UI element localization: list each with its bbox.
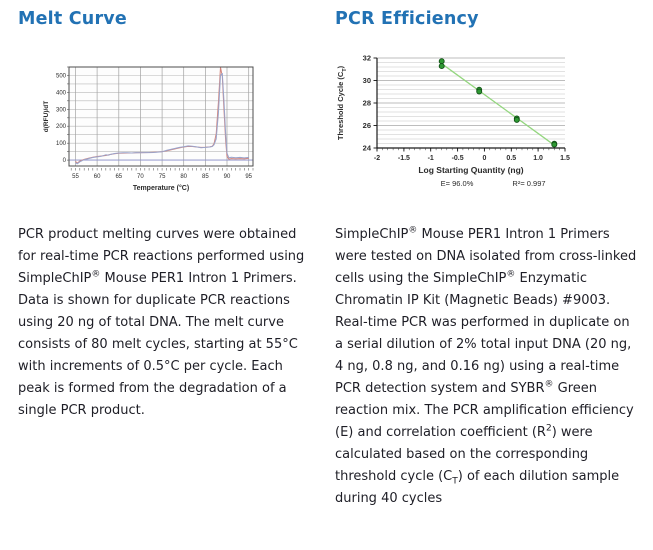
y-tick-label: 200 [56, 124, 67, 130]
melt-series-replicate-2 [75, 72, 249, 165]
x-tick-label: 80 [180, 174, 187, 180]
plot-background [69, 67, 253, 166]
melt-curve-title: Melt Curve [18, 9, 127, 29]
y-tick-label: 32 [363, 54, 371, 63]
x-axis-title: Log Starting Quantity (ng) [418, 165, 523, 175]
y-tick-label: 100 [56, 141, 67, 147]
x-tick-label: -0.5 [452, 155, 464, 162]
x-tick-label: 0 [482, 155, 486, 162]
melt-curve-plot: 0 100 200 300 400 500 55 60 65 70 75 80 85 90 95 Temper… [43, 66, 254, 192]
x-tick-label: 70 [137, 174, 144, 180]
y-tick-label: 300 [56, 107, 67, 113]
pcr-efficiency-title: PCR Efficiency [335, 9, 479, 29]
y-tick-label: 400 [56, 90, 67, 96]
data-point [551, 141, 558, 148]
data-point [476, 88, 483, 95]
x-axis-title: Temperature (°C) [133, 184, 189, 192]
x-tick-label: -1 [428, 155, 434, 162]
y-tick-label: 0 [63, 158, 67, 164]
data-point [513, 116, 520, 123]
data-point [438, 58, 445, 65]
y-axis-title: Threshold Cycle (CT) [336, 65, 348, 140]
melt-curve-chart: 0 100 200 300 400 500 55 60 65 70 75 80 85 90 95 Temper… [38, 55, 258, 200]
y-tick-label: 30 [363, 76, 371, 85]
x-tick-label: 60 [94, 174, 101, 180]
pcr-efficiency-caption: SimpleChIP® Mouse PER1 Intron 1 Primers … [335, 225, 637, 506]
x-tick-label: -1.5 [398, 155, 410, 162]
x-tick-label: 75 [159, 174, 166, 180]
x-tick-label: 55 [72, 174, 79, 180]
x-tick-label: 1.0 [533, 155, 543, 162]
data-point [438, 63, 445, 70]
y-tick-label: 28 [363, 99, 371, 108]
x-tick-label: 65 [115, 174, 122, 180]
x-tick-label: 0.5 [506, 155, 516, 162]
efficiency-value: E= 96.0% [441, 179, 474, 188]
pcr-efficiency-chart: -2 -1.5 -1 -0.5 0 0.5 1.0 1.5 24 26 28 30 32 Threshol… [328, 45, 628, 200]
melt-curve-caption: PCR product melting curves were obtained… [18, 227, 305, 418]
y-axis-title: d(RFU)/dT [43, 101, 50, 132]
x-tick-label: 90 [224, 174, 231, 180]
y-tick-label: 26 [363, 121, 371, 130]
plot-border [68, 66, 254, 167]
x-tick-label: 95 [245, 174, 252, 180]
y-tick-label: 24 [363, 144, 372, 153]
x-tick-label: -2 [374, 155, 380, 162]
x-tick-label: 1.5 [560, 155, 570, 162]
x-tick-label: 85 [202, 174, 209, 180]
trend-line [439, 61, 557, 147]
r-squared-value: R²= 0.997 [512, 179, 545, 188]
pcr-efficiency-plot: -2 -1.5 -1 -0.5 0 0.5 1.0 1.5 24 26 28 30 32 Threshol… [336, 54, 570, 189]
y-tick-label: 500 [56, 74, 67, 80]
